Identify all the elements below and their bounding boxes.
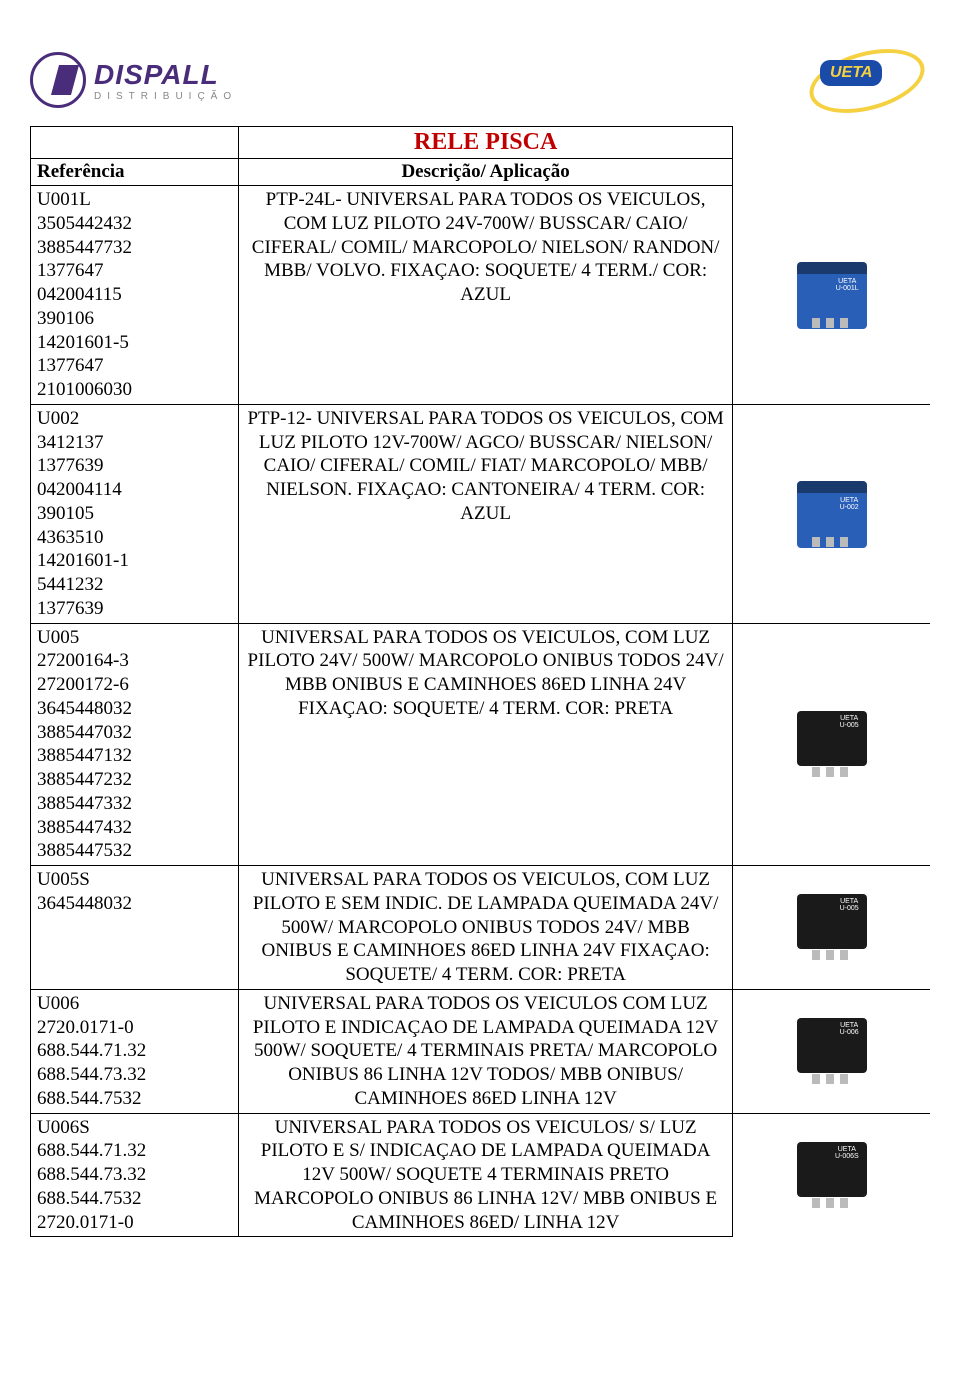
- ref-cell: U002 3412137 1377639 042004114 390105 43…: [31, 404, 239, 623]
- column-header-desc: Descrição/ Aplicação: [238, 159, 733, 186]
- company-name: DISPALL: [94, 59, 237, 91]
- ref-text: U006S 688.544.71.32 688.544.73.32 688.54…: [37, 1116, 232, 1235]
- desc-cell: UNIVERSAL PARA TODOS OS VEICULOS, COM LU…: [238, 623, 733, 866]
- relay-icon: UETA U-001L: [792, 262, 872, 322]
- table-row: U006S 688.544.71.32 688.544.73.32 688.54…: [31, 1113, 931, 1237]
- company-subtitle: DISTRIBUIÇÃO: [94, 91, 237, 102]
- relay-icon: UETA U-005: [792, 894, 872, 954]
- ref-text: U005S 3645448032: [37, 868, 232, 916]
- ref-cell: U006 2720.0171-0 688.544.71.32 688.544.7…: [31, 989, 239, 1113]
- table-row: U002 3412137 1377639 042004114 390105 43…: [31, 404, 931, 623]
- page-header: DISPALL DISTRIBUIÇÃO UETA: [30, 40, 930, 120]
- image-cell: UETA U-001L: [733, 186, 930, 405]
- ref-text: U001L 3505442432 3885447732 1377647 0420…: [37, 188, 232, 402]
- image-cell: UETA U-005: [733, 623, 930, 866]
- image-cell: UETA U-006: [733, 989, 930, 1113]
- desc-cell: UNIVERSAL PARA TODOS OS VEICULOS/ S/ LUZ…: [238, 1113, 733, 1237]
- page-title: RELE PISCA: [414, 129, 557, 156]
- ueta-brand: UETA: [820, 60, 882, 86]
- relay-icon: UETA U-006: [792, 1018, 872, 1078]
- column-header-ref: Referência: [31, 159, 239, 186]
- ueta-logo: UETA: [800, 40, 930, 120]
- ref-text: U002 3412137 1377639 042004114 390105 43…: [37, 407, 232, 621]
- image-cell: UETA U-006S: [733, 1113, 930, 1237]
- relay-icon: UETA U-002: [792, 481, 872, 541]
- ref-text: U006 2720.0171-0 688.544.71.32 688.544.7…: [37, 992, 232, 1111]
- desc-cell: UNIVERSAL PARA TODOS OS VEICULOS COM LUZ…: [238, 989, 733, 1113]
- ref-cell: U005S 3645448032: [31, 866, 239, 990]
- desc-cell: UNIVERSAL PARA TODOS OS VEICULOS, COM LU…: [238, 866, 733, 990]
- dispall-logo-icon: [30, 52, 86, 108]
- relay-icon: UETA U-005: [792, 711, 872, 771]
- image-cell: UETA U-005: [733, 866, 930, 990]
- table-row: U001L 3505442432 3885447732 1377647 0420…: [31, 186, 931, 405]
- desc-cell: PTP-24L- UNIVERSAL PARA TODOS OS VEICULO…: [238, 186, 733, 405]
- table-row: U005S 3645448032UNIVERSAL PARA TODOS OS …: [31, 866, 931, 990]
- table-row: U006 2720.0171-0 688.544.71.32 688.544.7…: [31, 989, 931, 1113]
- desc-cell: PTP-12- UNIVERSAL PARA TODOS OS VEICULOS…: [238, 404, 733, 623]
- ref-cell: U001L 3505442432 3885447732 1377647 0420…: [31, 186, 239, 405]
- relay-icon: UETA U-006S: [792, 1142, 872, 1202]
- ref-text: U005 27200164-3 27200172-6 3645448032 38…: [37, 626, 232, 864]
- dispall-logo: DISPALL DISTRIBUIÇÃO: [30, 52, 237, 108]
- ref-cell: U006S 688.544.71.32 688.544.73.32 688.54…: [31, 1113, 239, 1237]
- ref-cell: U005 27200164-3 27200172-6 3645448032 38…: [31, 623, 239, 866]
- catalog-table: RELE PISCA Referência Descrição/ Aplicaç…: [30, 126, 930, 1237]
- image-cell: UETA U-002: [733, 404, 930, 623]
- table-row: U005 27200164-3 27200172-6 3645448032 38…: [31, 623, 931, 866]
